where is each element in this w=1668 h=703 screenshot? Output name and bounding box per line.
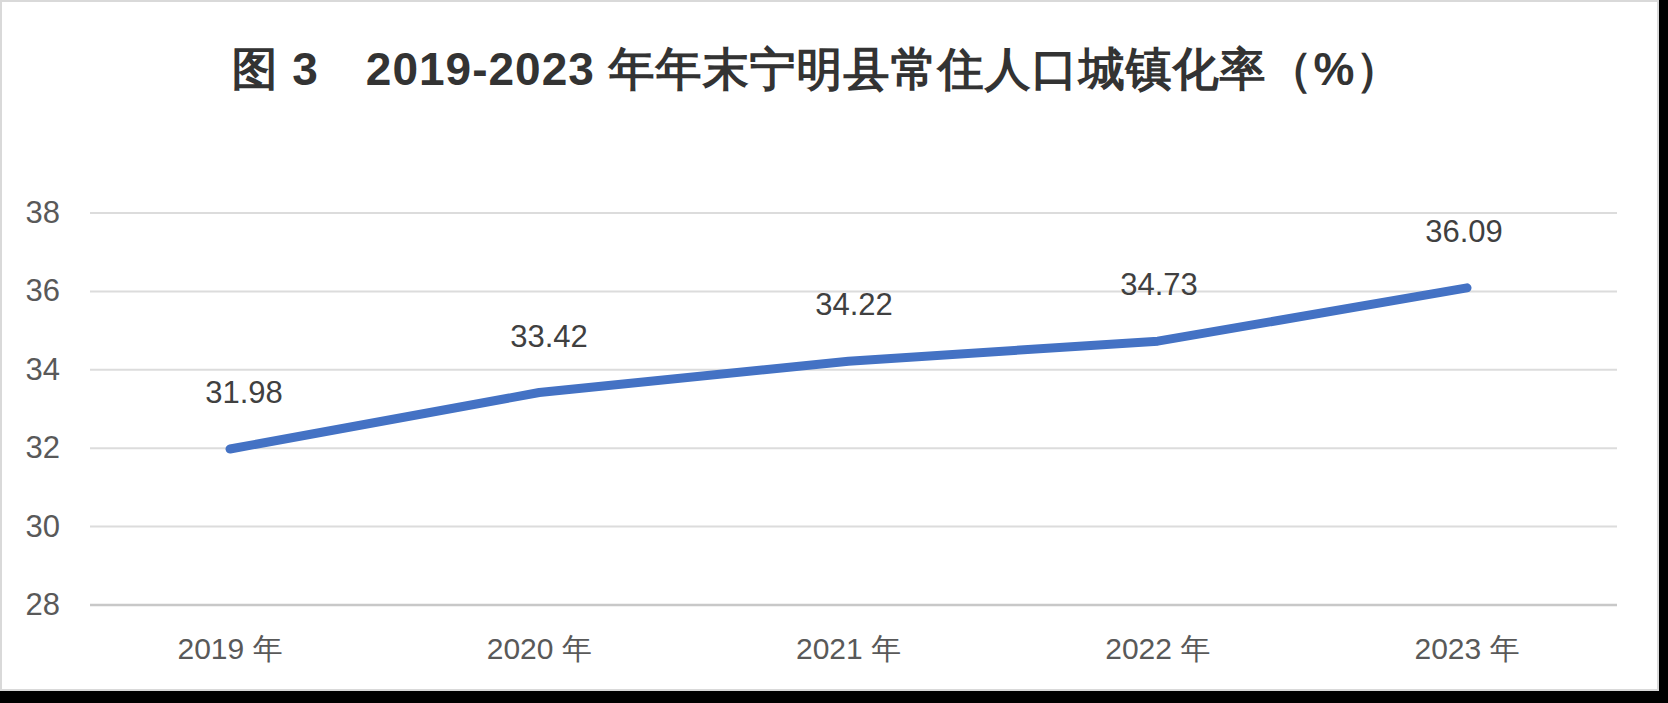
x-axis-tick-label: 2021 年 (749, 631, 949, 667)
data-point-label: 34.22 (774, 287, 934, 323)
y-axis-tick-label: 32 (2, 430, 60, 466)
x-axis-tick-label: 2019 年 (130, 631, 330, 667)
data-point-label: 34.73 (1079, 267, 1239, 303)
y-axis-tick-label: 34 (2, 352, 60, 388)
chart-card: 图 3 2019-2023 年年末宁明县常住人口城镇化率（%） 38363432… (0, 0, 1659, 691)
line-chart (2, 2, 1658, 689)
y-axis-tick-label: 38 (2, 195, 60, 231)
y-axis-tick-label: 36 (2, 273, 60, 309)
data-point-label: 36.09 (1384, 214, 1544, 250)
x-axis-tick-label: 2022 年 (1058, 631, 1258, 667)
y-axis-tick-label: 30 (2, 509, 60, 545)
data-point-label: 33.42 (469, 319, 629, 355)
data-point-label: 31.98 (164, 375, 324, 411)
x-axis-tick-label: 2023 年 (1367, 631, 1567, 667)
plot-area: 38 36 34 32 30 28 2019 年 2020 年 2021 年 2022 年 202… (2, 2, 1658, 689)
x-axis-tick-label: 2020 年 (439, 631, 639, 667)
y-axis-tick-label: 28 (2, 587, 60, 623)
